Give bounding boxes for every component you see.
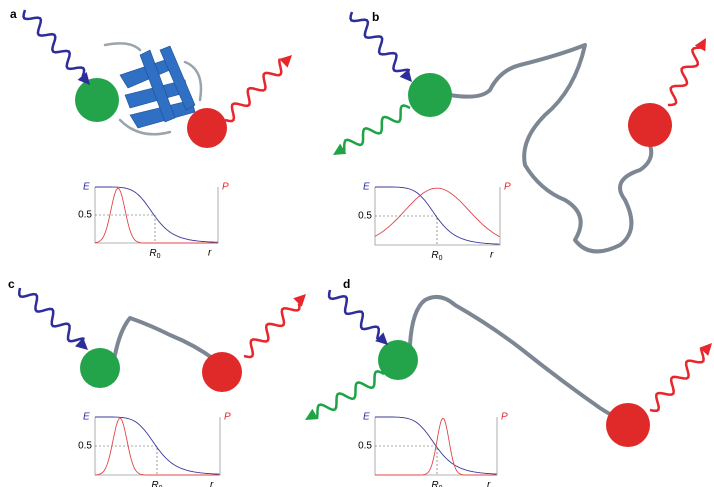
distribution-curve: [375, 188, 500, 236]
photon-wave: [351, 12, 410, 71]
photon-wave: [668, 48, 701, 105]
acceptor-dye: [628, 103, 672, 147]
panel-label: d: [343, 277, 350, 291]
donor-dye: [80, 348, 120, 388]
e-axis-label: E: [83, 182, 90, 193]
r0-main: R: [149, 248, 156, 259]
figure: aEP0.5R0rbEP0.5R0rcEP0.5R0rdEP0.5R0r: [0, 0, 714, 487]
plot-axes: [95, 417, 220, 475]
r0-main: R: [431, 480, 438, 487]
r-axis-label: r: [490, 250, 494, 261]
r0-label: R0: [431, 480, 442, 487]
r0-main: R: [151, 480, 158, 487]
polymer-chain: [410, 297, 625, 420]
r0-label: R0: [151, 480, 162, 487]
polymer-chain: [115, 318, 215, 360]
e-axis-label: E: [363, 412, 370, 423]
tick-label: 0.5: [358, 211, 372, 222]
p-axis-label: P: [222, 182, 229, 193]
e-axis-label: E: [83, 412, 90, 423]
panel-label: b: [372, 10, 379, 24]
r0-sub: 0: [157, 253, 161, 260]
panel-label: c: [8, 277, 15, 291]
tick-label: 0.5: [358, 441, 372, 452]
donor-dye: [408, 73, 452, 117]
acceptor-dye: [187, 108, 227, 148]
r0-label: R0: [149, 248, 160, 260]
tick-label: 0.5: [78, 210, 92, 221]
efficiency-curve: [95, 187, 218, 242]
photon-wave: [225, 59, 281, 122]
distribution-curve: [95, 188, 218, 243]
acceptor-dye: [202, 352, 242, 392]
panel-label: a: [10, 7, 17, 21]
plot-axes: [375, 187, 500, 245]
distribution-curve: [95, 418, 220, 475]
photon-wave: [24, 10, 85, 77]
half-line: [375, 446, 437, 475]
arrow-head: [695, 38, 706, 51]
r-axis-label: r: [208, 248, 212, 259]
tick-label: 0.5: [78, 441, 92, 452]
p-axis-label: P: [504, 182, 511, 193]
plot-axes: [95, 187, 218, 243]
r-axis-label: r: [487, 480, 491, 487]
r0-label: R0: [431, 250, 442, 262]
r0-main: R: [431, 250, 438, 261]
donor-dye: [75, 78, 119, 122]
polymer-chain: [450, 45, 651, 251]
photon-wave: [317, 371, 384, 418]
photon-wave: [19, 288, 84, 341]
photon-wave: [329, 290, 379, 339]
r-axis-label: r: [210, 480, 214, 487]
e-axis-label: E: [363, 182, 370, 193]
photon-wave: [344, 105, 410, 153]
acceptor-dye: [606, 403, 650, 447]
r0-sub: 0: [439, 255, 443, 262]
half-line: [95, 215, 155, 243]
protein-ribbon: [120, 46, 195, 128]
p-axis-label: P: [501, 412, 508, 423]
photon-wave: [650, 348, 704, 411]
distribution-curve: [375, 418, 497, 475]
photon-wave: [244, 304, 300, 358]
p-axis-label: P: [224, 412, 231, 423]
